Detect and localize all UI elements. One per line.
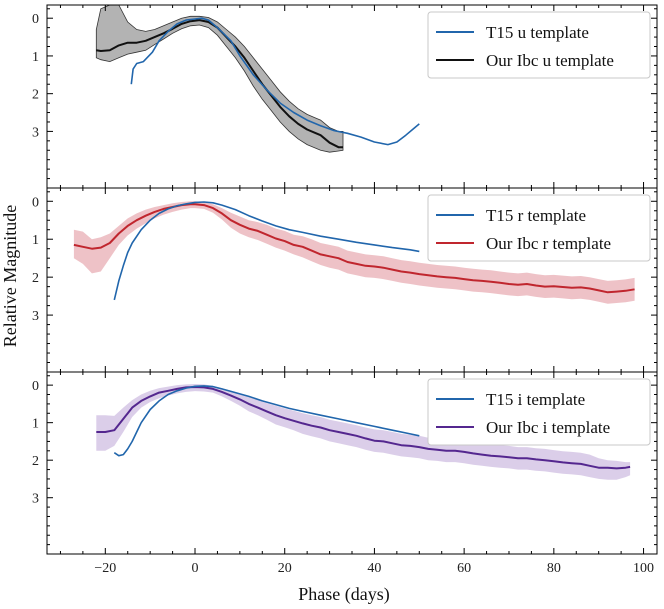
panel-r-band: 0 1 2 3 T15 r template Our Ibc r template — [32, 187, 658, 373]
x-axis: −20 0 20 40 60 80 100 — [94, 561, 654, 576]
line-r-t15 — [113, 201, 420, 301]
y-tick-label: 2 — [32, 271, 39, 286]
y-tick-label: 3 — [32, 125, 39, 140]
legend-box — [427, 194, 651, 262]
x-tick-label: 0 — [192, 561, 199, 576]
line-i-t15 — [113, 385, 420, 457]
legend-label: T15 r template — [486, 206, 586, 225]
band-r-uncertainty — [73, 201, 635, 304]
y-tick-label: 2 — [32, 88, 39, 103]
panel-i-band: 0 1 2 3 T15 i template Our Ibc i template — [32, 371, 658, 555]
x-tick-label: 20 — [278, 561, 292, 576]
legend-label: T15 i template — [486, 390, 585, 409]
y-tick-label: 0 — [32, 379, 39, 394]
x-tick-label: 40 — [367, 561, 381, 576]
x-tick-label: 100 — [633, 561, 654, 576]
y-tick-label: 3 — [32, 492, 39, 507]
y-tick-label: 3 — [32, 309, 39, 324]
y-tick-label: 1 — [32, 417, 39, 432]
x-tick-label: 60 — [457, 561, 471, 576]
y-axis-title: Relative Magnitude — [0, 205, 20, 347]
x-axis-title: Phase (days) — [298, 584, 389, 605]
y-tick-label: 0 — [32, 195, 39, 210]
y-tick-label: 0 — [32, 12, 39, 27]
legend-box — [427, 11, 651, 79]
band-u-uncertainty — [95, 4, 344, 153]
legend-label: T15 u template — [486, 23, 589, 42]
y-tick-label: 2 — [32, 454, 39, 469]
y-tick-label: 1 — [32, 50, 39, 65]
panel-u-band: 0 1 2 3 T15 u template Our Ibc u template — [32, 4, 658, 189]
x-tick-label: −20 — [94, 561, 116, 576]
y-tick-label: 1 — [32, 233, 39, 248]
legend-label: Our Ibc i template — [486, 418, 610, 437]
legend-box — [427, 378, 651, 446]
x-tick-label: 80 — [547, 561, 561, 576]
line-u-t15 — [130, 17, 420, 146]
legend-label: Our Ibc r template — [486, 234, 611, 253]
line-r-ibc — [73, 203, 635, 294]
legend-label: Our Ibc u template — [486, 51, 614, 70]
